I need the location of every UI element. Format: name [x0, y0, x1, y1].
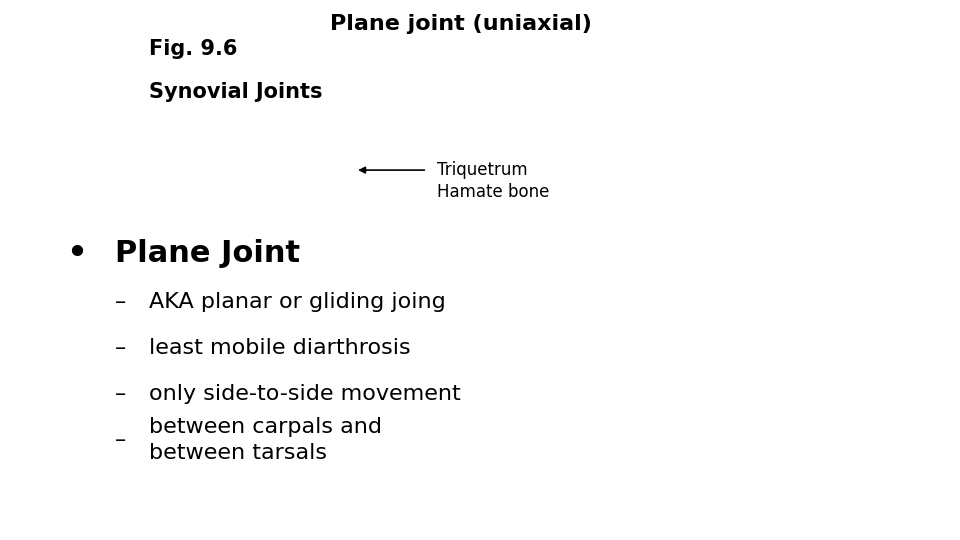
- Text: Hamate bone: Hamate bone: [437, 183, 549, 201]
- Text: only side-to-side movement: only side-to-side movement: [149, 384, 461, 404]
- Text: Plane Joint: Plane Joint: [115, 239, 300, 268]
- Text: –: –: [114, 430, 126, 450]
- Text: –: –: [114, 384, 126, 404]
- Text: AKA planar or gliding joing: AKA planar or gliding joing: [149, 292, 445, 313]
- Text: Synovial Joints: Synovial Joints: [149, 82, 323, 102]
- Text: least mobile diarthrosis: least mobile diarthrosis: [149, 338, 411, 359]
- Text: –: –: [114, 338, 126, 359]
- FancyBboxPatch shape: [0, 232, 499, 540]
- Text: •: •: [65, 235, 88, 273]
- Text: Plane joint (uniaxial): Plane joint (uniaxial): [330, 14, 591, 35]
- Text: Fig. 9.6: Fig. 9.6: [149, 38, 237, 59]
- Text: Triquetrum: Triquetrum: [437, 161, 527, 179]
- Text: –: –: [114, 292, 126, 313]
- Text: between carpals and
between tarsals: between carpals and between tarsals: [149, 417, 382, 463]
